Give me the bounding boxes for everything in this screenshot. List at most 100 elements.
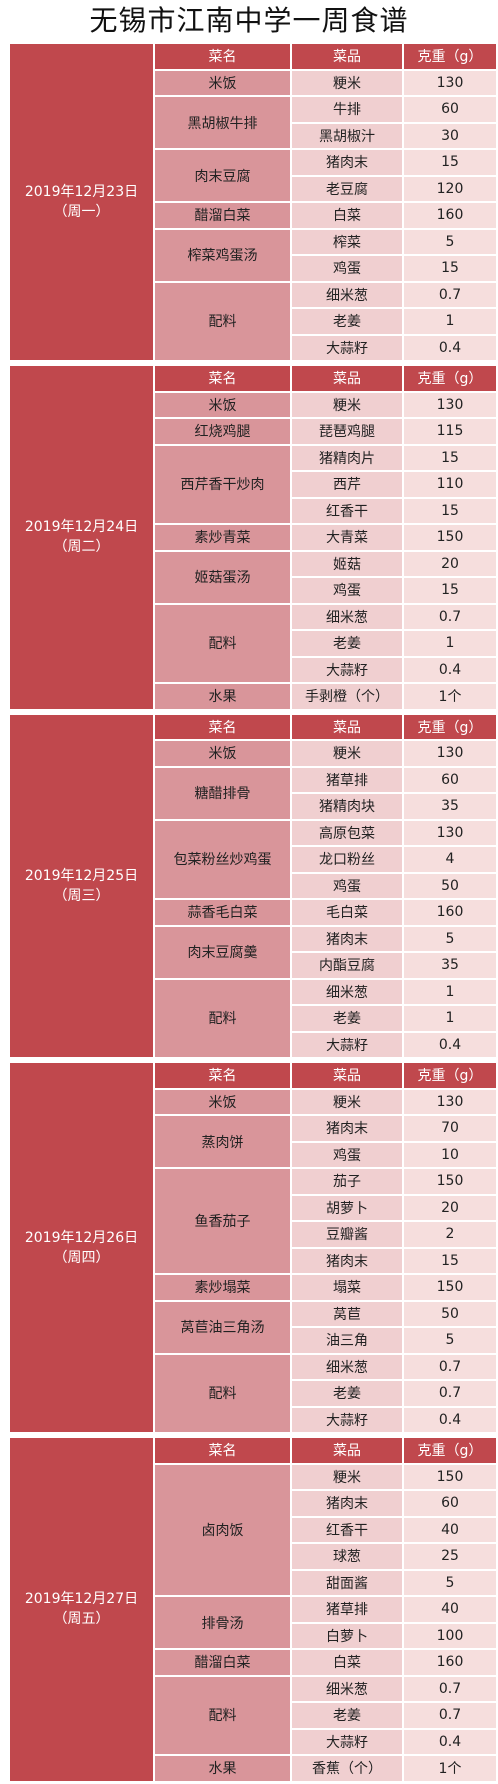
- dish-name: 醋溜白菜: [155, 1650, 290, 1675]
- dish-name: 配料: [155, 1354, 290, 1432]
- weight: 10: [404, 1142, 496, 1167]
- weight: 5: [404, 1570, 496, 1595]
- ingredient: 胡萝卜: [292, 1195, 402, 1220]
- date: 2019年12月25日: [24, 867, 139, 884]
- day-table: 2019年12月25日 （周三） 菜名 菜品 克重（g） 米饭 粳米 130 糖醋排骨 猪草排 60…: [8, 713, 498, 1060]
- item-row: 蒜香毛白菜 毛白菜 160: [10, 900, 496, 925]
- item-row: 鸡蛋 10: [10, 1142, 496, 1167]
- item-row: 素炒塌菜 塌菜 150: [10, 1275, 496, 1300]
- item-row: 醋溜白菜 白菜 160: [10, 1650, 496, 1675]
- dish-name: 配料: [155, 282, 290, 360]
- weight: 0.4: [404, 657, 496, 682]
- weight: 60: [404, 97, 496, 122]
- ingredient: 手剥橙（个）: [292, 684, 402, 709]
- column-header: 菜品: [292, 1063, 402, 1088]
- header-row: 2019年12月27日 （周五） 菜名 菜品 克重（g）: [10, 1438, 496, 1781]
- column-header: 菜名: [155, 366, 290, 391]
- column-header: 菜名: [155, 1438, 290, 1463]
- column-header: 菜品: [292, 714, 402, 739]
- item-row: 红香干 40: [10, 1517, 496, 1542]
- dish-name: 糖醋排骨: [155, 767, 290, 819]
- ingredient: 大蒜籽: [292, 1407, 402, 1432]
- ingredient: 老姜: [292, 309, 402, 334]
- item-row: 西芹 110: [10, 472, 496, 497]
- ingredient: 猪肉末: [292, 926, 402, 951]
- weight: 130: [404, 392, 496, 417]
- ingredient: 鸡蛋: [292, 873, 402, 898]
- weight: 0.4: [404, 335, 496, 360]
- weight: 20: [404, 1195, 496, 1220]
- weight: 60: [404, 1491, 496, 1516]
- item-row: 老姜 0.7: [10, 1381, 496, 1406]
- day-table: 2019年12月26日 （周四） 菜名 菜品 克重（g） 米饭 粳米 130 蒸肉饼 猪肉末 70 鸡…: [8, 1061, 498, 1434]
- weight: 15: [404, 256, 496, 281]
- dish-name: 肉末豆腐: [155, 150, 290, 201]
- ingredient: 猪肉末: [292, 150, 402, 175]
- item-row: 姬菇蛋汤 姬菇 20: [10, 551, 496, 603]
- ingredient: 球葱: [292, 1544, 402, 1569]
- item-row: 豆瓣酱 2: [10, 1222, 496, 1247]
- item-row: 油三角 5: [10, 1328, 496, 1353]
- item-row: 水果 香蕉（个） 1个: [10, 1756, 496, 1781]
- item-row: 球葱 25: [10, 1544, 496, 1569]
- dish-name: 水果: [155, 684, 290, 709]
- ingredient: 猪肉末: [292, 1116, 402, 1141]
- dish-name: 榨菜鸡蛋汤: [155, 229, 290, 281]
- item-row: 胡萝卜 20: [10, 1195, 496, 1220]
- day-table: 2019年12月27日 （周五） 菜名 菜品 克重（g） 卤肉饭 粳米 150 猪肉末 60 红香干…: [8, 1436, 498, 1783]
- ingredient: 老姜: [292, 1006, 402, 1031]
- weight: 60: [404, 767, 496, 792]
- header-row: 2019年12月25日 （周三） 菜名 菜品 克重（g）: [10, 714, 496, 1057]
- ingredient: 大蒜籽: [292, 1032, 402, 1057]
- weight: 130: [404, 70, 496, 95]
- weight: 0.7: [404, 604, 496, 629]
- item-row: 包菜粉丝炒鸡蛋 高原包菜 130: [10, 820, 496, 898]
- dish-name: 蒜香毛白菜: [155, 900, 290, 925]
- item-row: 配料 细米葱 0.7: [10, 282, 496, 360]
- item-row: 红烧鸡腿 琵琶鸡腿 115: [10, 419, 496, 444]
- dish-name: 配料: [155, 1676, 290, 1754]
- item-row: 米饭 粳米 130: [10, 70, 496, 95]
- ingredient: 猪草排: [292, 767, 402, 792]
- weight: 30: [404, 123, 496, 148]
- ingredient: 甜面酱: [292, 1570, 402, 1595]
- ingredient: 牛排: [292, 97, 402, 122]
- column-header: 克重（g）: [404, 1438, 496, 1463]
- ingredient: 猪肉末: [292, 1248, 402, 1273]
- ingredient: 大蒜籽: [292, 657, 402, 682]
- date-cell: 2019年12月27日 （周五）: [10, 1438, 153, 1781]
- header-row: 2019年12月24日 （周二） 菜名 菜品 克重（g）: [10, 366, 496, 709]
- date-cell: 2019年12月26日 （周四）: [10, 1063, 153, 1432]
- dish-name: 西芹香干炒肉: [155, 445, 290, 523]
- column-header: 克重（g）: [404, 366, 496, 391]
- ingredient: 龙口粉丝: [292, 847, 402, 872]
- dish-name: 米饭: [155, 741, 290, 766]
- day-table: 2019年12月24日 （周二） 菜名 菜品 克重（g） 米饭 粳米 130 红烧鸡腿 琵琶鸡腿 1…: [8, 364, 498, 711]
- ingredient: 老豆腐: [292, 176, 402, 201]
- dish-name: 配料: [155, 979, 290, 1057]
- item-row: 龙口粉丝 4: [10, 847, 496, 872]
- ingredient: 白菜: [292, 203, 402, 228]
- item-row: 米饭 粳米 130: [10, 1089, 496, 1114]
- dish-name: 姬菇蛋汤: [155, 551, 290, 603]
- dish-name: 鱼香茄子: [155, 1169, 290, 1273]
- ingredient: 鸡蛋: [292, 256, 402, 281]
- weight: 50: [404, 1301, 496, 1326]
- ingredient: 香蕉（个）: [292, 1756, 402, 1781]
- dish-name: 排骨汤: [155, 1597, 290, 1648]
- item-row: 配料 细米葱 1: [10, 979, 496, 1057]
- item-row: 红香干 15: [10, 498, 496, 523]
- item-row: 榨菜鸡蛋汤 榨菜 5: [10, 229, 496, 281]
- weight: 130: [404, 1089, 496, 1114]
- weekday: （周三）: [53, 887, 110, 904]
- item-row: 大蒜籽 0.4: [10, 1032, 496, 1057]
- item-row: 米饭 粳米 130: [10, 741, 496, 766]
- ingredient: 细米葱: [292, 1676, 402, 1701]
- column-header: 菜品: [292, 366, 402, 391]
- item-row: 配料 细米葱 0.7: [10, 1354, 496, 1432]
- weight: 15: [404, 1248, 496, 1273]
- item-row: 甜面酱 5: [10, 1570, 496, 1595]
- ingredient: 高原包菜: [292, 820, 402, 845]
- item-row: 老姜 0.7: [10, 1703, 496, 1728]
- ingredient: 粳米: [292, 1464, 402, 1489]
